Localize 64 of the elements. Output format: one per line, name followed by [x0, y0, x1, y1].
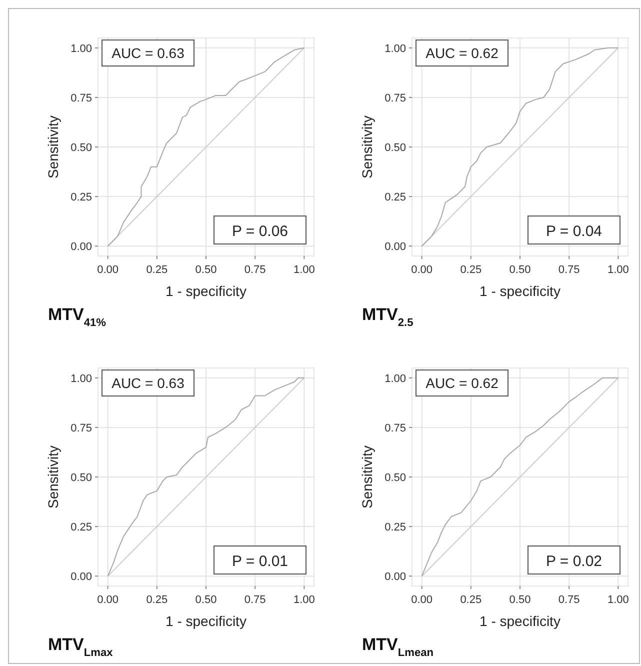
- annotation: P = 0.04: [546, 223, 602, 240]
- x-tick-label: 1.00: [293, 264, 315, 276]
- x-tick-label: 0.75: [558, 264, 580, 276]
- y-tick-label: 0.50: [384, 472, 406, 484]
- y-axis-title: Sensitivity: [45, 445, 61, 509]
- x-axis-title: 1 - specificity: [480, 283, 560, 299]
- y-tick-label: 0.75: [384, 92, 406, 104]
- y-tick-label: 0.25: [70, 522, 92, 534]
- y-tick-label: 0.75: [384, 422, 406, 434]
- text: MTV$_{Lmax}$: [48, 635, 114, 659]
- y-tick-label: 1.00: [384, 372, 406, 385]
- annotation: AUC = 0.63: [112, 375, 185, 391]
- y-tick-label: 0.50: [70, 142, 92, 154]
- y-axis-title: Sensitivity: [359, 115, 375, 179]
- annotation: P = 0.02: [546, 553, 602, 570]
- text: MTV$_{Lmean}$: [362, 635, 434, 659]
- y-axis-title: Sensitivity: [359, 445, 375, 509]
- x-tick-label: 0.25: [460, 594, 482, 606]
- x-tick-label: 0.00: [97, 264, 119, 276]
- y-tick-label: 0.00: [384, 571, 406, 584]
- x-tick-label: 0.25: [146, 594, 168, 606]
- x-tick-label: 1.00: [607, 264, 629, 276]
- y-tick-label: 0.75: [70, 422, 92, 434]
- annotation: AUC = 0.62: [426, 375, 499, 391]
- x-tick-label: 0.00: [97, 594, 119, 606]
- annotation: P = 0.06: [232, 223, 288, 240]
- line-series: [107, 47, 305, 247]
- annotation: AUC = 0.63: [112, 45, 185, 61]
- y-tick-label: 0.00: [70, 241, 92, 254]
- y-axis-title: Sensitivity: [45, 115, 61, 179]
- y-tick-label: 0.75: [70, 92, 92, 104]
- line-series: [421, 377, 619, 577]
- y-tick-label: 0.50: [70, 472, 92, 484]
- x-tick-label: 0.50: [195, 264, 217, 276]
- annotation: AUC = 0.62: [426, 45, 499, 61]
- annotation: P = 0.01: [232, 553, 288, 570]
- y-tick-label: 1.00: [70, 372, 92, 385]
- x-axis-title: 1 - specificity: [480, 613, 560, 629]
- y-tick-label: 1.00: [70, 42, 92, 55]
- y-tick-label: 0.25: [384, 522, 406, 534]
- x-tick-label: 1.00: [607, 594, 629, 606]
- x-tick-label: 0.00: [411, 594, 433, 606]
- x-tick-label: 0.50: [509, 264, 531, 276]
- y-tick-label: 0.00: [384, 241, 406, 254]
- y-tick-label: 1.00: [384, 42, 406, 55]
- x-tick-label: 0.25: [146, 264, 168, 276]
- x-tick-label: 0.75: [244, 594, 266, 606]
- y-tick-label: 0.50: [384, 142, 406, 154]
- y-tick-label: 0.25: [70, 192, 92, 204]
- y-tick-label: 0.25: [384, 192, 406, 204]
- text: MTV$_{41%}$: [48, 305, 106, 329]
- x-tick-label: 0.00: [411, 264, 433, 276]
- x-axis-title: 1 - specificity: [166, 613, 246, 629]
- text: MTV$_{2.5}$: [362, 305, 414, 329]
- x-tick-label: 0.25: [460, 264, 482, 276]
- line-series: [421, 47, 619, 247]
- y-tick-label: 0.00: [70, 571, 92, 584]
- x-tick-label: 0.75: [244, 264, 266, 276]
- x-tick-label: 0.75: [558, 594, 580, 606]
- x-tick-label: 0.50: [509, 594, 531, 606]
- line-series: [107, 377, 305, 577]
- x-tick-label: 1.00: [293, 594, 315, 606]
- x-axis-title: 1 - specificity: [166, 283, 246, 299]
- x-tick-label: 0.50: [195, 594, 217, 606]
